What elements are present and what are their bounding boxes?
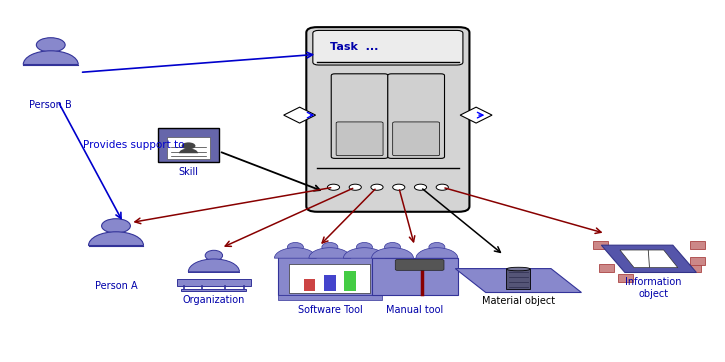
Circle shape: [36, 38, 65, 52]
Wedge shape: [23, 51, 78, 64]
Ellipse shape: [322, 243, 338, 252]
FancyBboxPatch shape: [388, 74, 444, 159]
Text: Person B: Person B: [30, 100, 72, 110]
FancyBboxPatch shape: [336, 122, 383, 156]
Polygon shape: [460, 107, 492, 123]
Circle shape: [415, 184, 426, 190]
FancyBboxPatch shape: [506, 269, 530, 289]
FancyBboxPatch shape: [157, 128, 219, 162]
Polygon shape: [620, 250, 678, 268]
Polygon shape: [455, 269, 581, 292]
FancyBboxPatch shape: [324, 275, 336, 291]
Text: Organization: Organization: [183, 295, 245, 305]
Text: Person A: Person A: [95, 281, 137, 291]
Wedge shape: [344, 248, 386, 258]
Text: Information
object: Information object: [625, 277, 682, 299]
Text: Skill: Skill: [178, 167, 199, 177]
FancyBboxPatch shape: [689, 257, 705, 265]
FancyBboxPatch shape: [181, 289, 246, 291]
FancyBboxPatch shape: [177, 279, 251, 286]
Circle shape: [102, 219, 130, 233]
FancyBboxPatch shape: [306, 27, 470, 212]
FancyBboxPatch shape: [618, 274, 634, 282]
FancyBboxPatch shape: [593, 241, 608, 249]
Ellipse shape: [506, 267, 530, 271]
Wedge shape: [88, 232, 144, 245]
Text: Manual tool: Manual tool: [386, 305, 443, 315]
FancyBboxPatch shape: [393, 122, 439, 156]
FancyBboxPatch shape: [685, 265, 700, 272]
Polygon shape: [601, 245, 697, 273]
FancyBboxPatch shape: [278, 295, 381, 300]
Ellipse shape: [205, 250, 223, 261]
FancyBboxPatch shape: [289, 264, 370, 292]
Circle shape: [371, 184, 383, 190]
Text: Task  ...: Task ...: [330, 42, 378, 52]
Wedge shape: [416, 248, 458, 258]
Text: Software Tool: Software Tool: [297, 305, 362, 315]
Polygon shape: [283, 107, 315, 123]
Wedge shape: [309, 248, 351, 258]
FancyBboxPatch shape: [312, 30, 463, 65]
Text: Provides support to: Provides support to: [83, 140, 185, 150]
FancyBboxPatch shape: [167, 137, 210, 159]
Wedge shape: [179, 148, 198, 153]
FancyBboxPatch shape: [371, 258, 458, 295]
Circle shape: [393, 184, 405, 190]
Text: Material object: Material object: [482, 296, 555, 306]
FancyBboxPatch shape: [344, 271, 356, 291]
FancyBboxPatch shape: [689, 241, 705, 249]
FancyBboxPatch shape: [395, 260, 444, 270]
Ellipse shape: [287, 243, 303, 252]
Wedge shape: [371, 248, 413, 258]
FancyBboxPatch shape: [278, 256, 381, 295]
Ellipse shape: [357, 243, 373, 252]
Ellipse shape: [429, 243, 445, 252]
Wedge shape: [188, 259, 239, 272]
Circle shape: [436, 184, 448, 190]
Circle shape: [181, 142, 196, 150]
FancyBboxPatch shape: [600, 265, 614, 272]
Circle shape: [349, 184, 361, 190]
Circle shape: [328, 184, 339, 190]
FancyBboxPatch shape: [331, 74, 388, 159]
Ellipse shape: [384, 243, 400, 252]
FancyBboxPatch shape: [304, 279, 315, 291]
Wedge shape: [274, 248, 316, 258]
